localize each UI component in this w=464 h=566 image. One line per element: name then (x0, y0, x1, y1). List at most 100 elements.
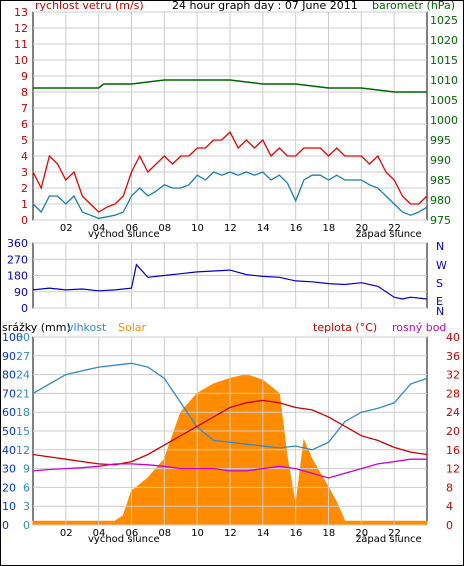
x-tick-label: 20 (355, 223, 368, 234)
rain-tick-label: 0 (2, 519, 9, 532)
pressure-tick-label: 1020 (430, 34, 458, 47)
rain-tick-label: 70 (2, 387, 16, 400)
temperature-tick-label: 20 (446, 425, 460, 438)
x-tick-label: 18 (323, 528, 336, 539)
wind-tick-label: 5 (21, 134, 28, 147)
graph-title: 24 hour graph day : 07 June 2011 (172, 0, 358, 12)
humidity-tick-label: 21 (16, 387, 30, 400)
x-tick-label: 22 (388, 223, 401, 234)
humidity-tick-label: 30 (16, 331, 30, 344)
compass-tick-label: W (436, 259, 447, 272)
compass-tick-label: N (436, 240, 444, 253)
rain-tick-label: 10 (2, 500, 16, 513)
humidity-tick-label: 27 (16, 350, 30, 363)
temperature-tick-label: 12 (446, 463, 460, 476)
pressure-tick-label: 990 (430, 154, 451, 167)
x-tick-label: 12 (224, 528, 237, 539)
humidity-line (32, 362, 428, 451)
solar-axis-label: Solar (118, 321, 147, 334)
wind-average-line (32, 171, 428, 220)
dewpoint-line (32, 458, 427, 479)
wind-tick-label: 1 (21, 198, 28, 211)
x-tick-label: 06 (126, 528, 139, 539)
temperature-tick-label: 24 (446, 406, 460, 419)
pressure-tick-label: 975 (430, 214, 451, 227)
rain-axis-label: srážky (mm) (2, 321, 71, 334)
x-tick-label: 18 (323, 223, 336, 234)
temperature-tick-label: 16 (446, 444, 460, 457)
humidity-tick-label: 3 (23, 500, 30, 513)
x-tick-label: 08 (158, 528, 171, 539)
rain-tick-label: 30 (2, 463, 16, 476)
humidity-tick-label: 24 (16, 369, 30, 382)
pressure-line (33, 79, 427, 93)
pressure-tick-label: 1015 (430, 54, 458, 67)
direction-tick-label: 270 (7, 253, 28, 266)
climate-x-axis-ticks: 02 04 06 08 10 12 14 16 18 20 22 (60, 528, 401, 539)
x-tick-label: 12 (224, 223, 237, 234)
humidity-tick-label: 15 (16, 425, 30, 438)
wind-speed-axis-label: rychlost vetru (m/s) (35, 0, 144, 12)
wind-tick-label: 4 (21, 150, 28, 163)
wind-tick-label: 3 (21, 166, 28, 179)
dewpoint-axis-label: rosný bod (392, 321, 446, 334)
sunrise-label-bottom: východ slunce (88, 533, 160, 545)
x-tick-label: 04 (93, 223, 106, 234)
temperature-tick-label: 32 (446, 369, 460, 382)
wind-tick-label: 0 (21, 214, 28, 227)
wind-gust-line (32, 130, 428, 213)
compass-tick-label: S (436, 277, 443, 290)
pressure-tick-label: 1000 (430, 114, 458, 127)
wind-tick-label: 8 (21, 86, 28, 99)
wind-pressure-x-axis-ticks: 02 04 06 08 10 12 14 16 18 20 22 (60, 223, 401, 234)
direction-degree-ticks: 0 90 180 270 360 (7, 237, 28, 315)
x-tick-label: 16 (290, 223, 303, 234)
x-tick-label: 14 (257, 223, 270, 234)
x-tick-label: 10 (191, 223, 204, 234)
humidity-tick-label: 9 (23, 463, 30, 476)
x-tick-label: 02 (60, 223, 73, 234)
pressure-tick-label: 995 (430, 134, 451, 147)
rain-tick-label: 50 (2, 425, 16, 438)
wind-tick-label: 7 (21, 102, 28, 115)
x-tick-label: 14 (257, 528, 270, 539)
pressure-axis-ticks: 975 980 985 990 995 1000 1005 1010 1015 1020 1025 (430, 14, 458, 227)
humidity-tick-label: 12 (16, 444, 30, 457)
temperature-tick-label: 0 (446, 519, 453, 532)
temperature-tick-label: 40 (446, 331, 460, 344)
pressure-tick-label: 980 (430, 194, 451, 207)
temperature-axis-label: teplota (°C) (313, 321, 377, 334)
humidity-tick-label: 18 (16, 406, 30, 419)
temperature-tick-label: 36 (446, 350, 460, 363)
x-tick-label: 22 (388, 528, 401, 539)
x-tick-label: 08 (158, 223, 171, 234)
humidity-axis-ticks: 0 3 6 9 12 15 18 21 24 27 30 (16, 331, 30, 532)
pressure-tick-label: 1005 (430, 94, 458, 107)
pressure-tick-label: 1025 (430, 14, 458, 27)
sunrise-label-top: východ slunce (88, 228, 160, 240)
compass-tick-label: N (436, 305, 444, 318)
sunset-label-top: západ slunce (356, 228, 422, 240)
rain-tick-label: 90 (2, 350, 16, 363)
wind-tick-label: 2 (21, 182, 28, 195)
pressure-tick-label: 1010 (430, 74, 458, 87)
x-tick-label: 20 (355, 528, 368, 539)
wind-tick-label: 13 (14, 6, 28, 19)
temperature-tick-label: 8 (446, 481, 453, 494)
pressure-tick-label: 985 (430, 174, 451, 187)
direction-tick-label: 90 (14, 286, 28, 299)
x-tick-label: 16 (290, 528, 303, 539)
wind-tick-label: 12 (14, 22, 28, 35)
humidity-axis-label: vlhkost (67, 321, 107, 334)
compass-tick-label: E (436, 295, 443, 308)
wind-direction-grid (33, 242, 427, 309)
temperature-axis-ticks: 0 4 8 12 16 20 24 28 32 36 40 (446, 331, 460, 532)
wind-pressure-series (32, 79, 428, 220)
direction-tick-label: 180 (7, 270, 28, 283)
climate-series (32, 362, 428, 479)
wind-tick-label: 10 (14, 54, 28, 67)
rain-axis-ticks: 0 10 20 30 40 50 60 70 80 90 100 (2, 331, 23, 532)
